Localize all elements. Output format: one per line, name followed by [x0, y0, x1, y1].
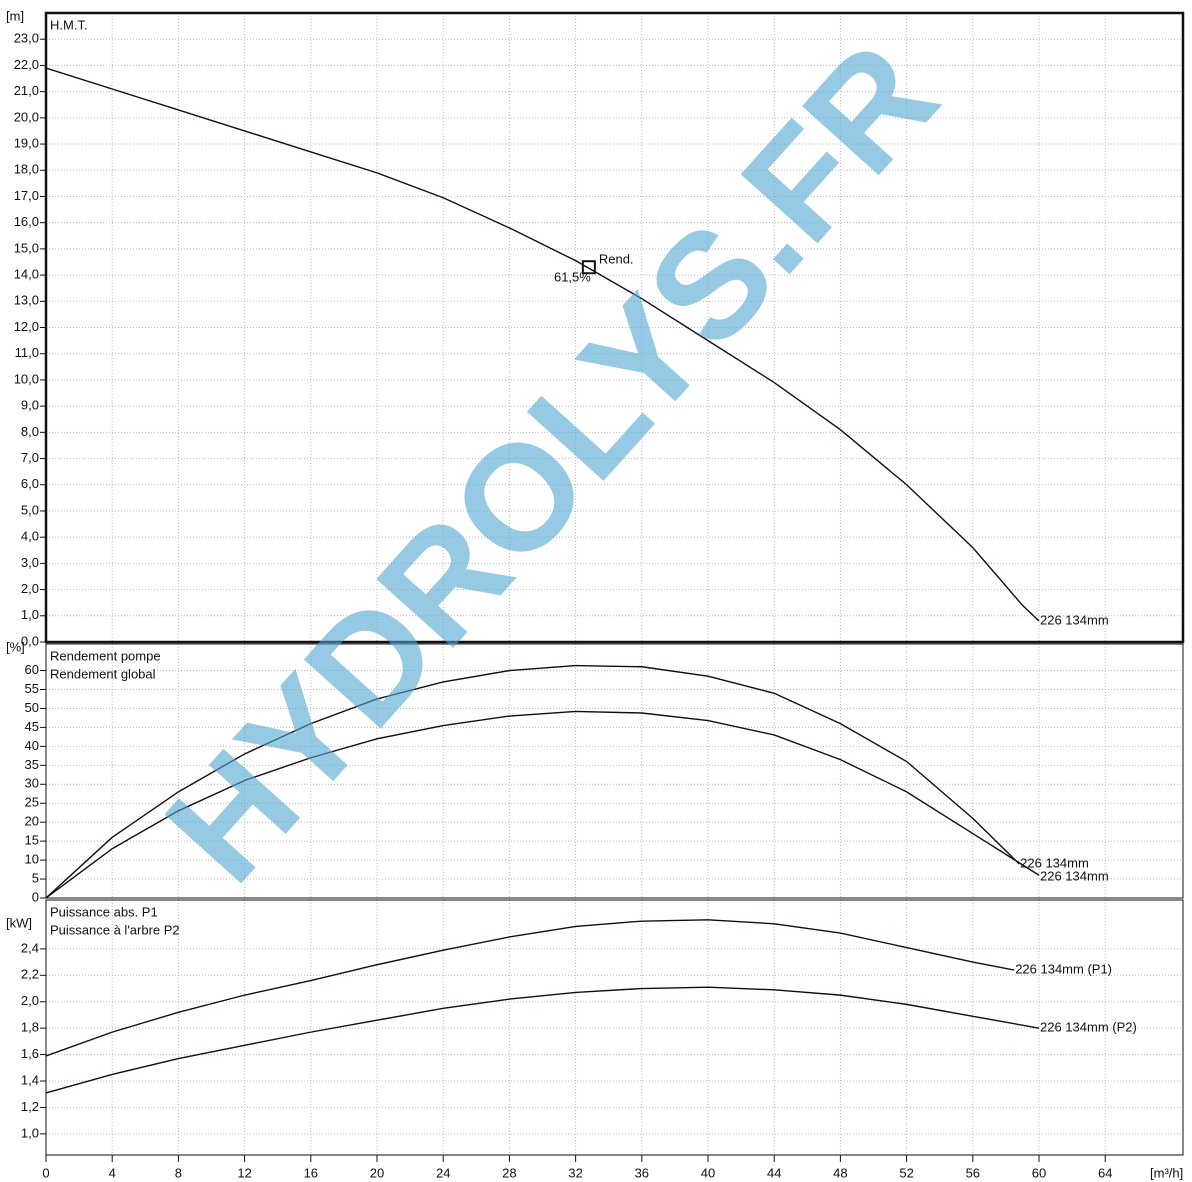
curve-label: 226 134mm: [1040, 869, 1109, 884]
curve: [45, 664, 1020, 899]
y-tick-label: 8,0: [21, 424, 39, 439]
y-tick-label: 2,0: [21, 993, 39, 1008]
x-tick-label: 64: [1098, 1165, 1112, 1180]
y-tick-label: 10,0: [14, 371, 39, 386]
curve: [45, 919, 1015, 1057]
x-tick-label: 36: [635, 1165, 649, 1180]
x-axis-label: [m³/h]: [1150, 1165, 1183, 1180]
curve-label: 226 134mm: [1040, 612, 1109, 627]
x-tick-label: 4: [109, 1165, 116, 1180]
annotation: Rend.: [599, 252, 634, 267]
y-tick-label: 19,0: [14, 135, 39, 150]
x-tick-label: 12: [237, 1165, 251, 1180]
curve: [45, 67, 1040, 622]
plots: 0,0 1,0 2,0 3,0 4,0 5,0 6,0 7,0 8,0 9,0 10,0 11,0 12…: [6, 8, 1185, 1180]
y-tick-label: 0: [32, 889, 39, 904]
y-tick-label: 35: [25, 757, 39, 772]
y-tick-label: 12,0: [14, 319, 39, 334]
legend-entry: Rendement pompe: [50, 648, 161, 663]
y-tick-label: 60: [25, 662, 39, 677]
y-tick-label: 9,0: [21, 398, 39, 413]
curve-label: 226 134mm (P2): [1040, 1020, 1137, 1035]
y-tick-label: 5,0: [21, 502, 39, 517]
y-tick-label: 2,2: [21, 967, 39, 982]
y-tick-label: 6,0: [21, 476, 39, 491]
curve: [45, 710, 1040, 899]
plot-frame: [45, 643, 1184, 899]
curve: [45, 986, 1040, 1094]
y-tick-label: 40: [25, 738, 39, 753]
y-tick-label: 50: [25, 700, 39, 715]
y-tick-label: 30: [25, 776, 39, 791]
y-tick-label: 20,0: [14, 109, 39, 124]
x-tick-label: 44: [767, 1165, 781, 1180]
y-tick-label: 1,8: [21, 1020, 39, 1035]
legend-entry: Puissance à l'arbre P2: [50, 922, 180, 937]
y-tick-label: 2,4: [21, 940, 39, 955]
y-tick-label: 15,0: [14, 240, 39, 255]
plot-frame: [44, 11, 1185, 644]
y-axis-label: [%]: [6, 639, 25, 654]
x-tick-label: 8: [175, 1165, 182, 1180]
curve-label: 226 134mm: [1020, 855, 1089, 870]
annotation-value: 61,5%: [554, 270, 591, 285]
y-tick-label: 10: [25, 852, 39, 867]
y-tick-label: 17,0: [14, 188, 39, 203]
y-tick-label: 25: [25, 795, 39, 810]
y-tick-label: 3,0: [21, 555, 39, 570]
y-tick-label: 21,0: [14, 83, 39, 98]
y-tick-label: 13,0: [14, 293, 39, 308]
plot-frame: [45, 899, 1184, 1156]
x-tick-label: 52: [899, 1165, 913, 1180]
y-tick-label: 5: [32, 870, 39, 885]
y-axis-label: [m]: [6, 8, 24, 23]
x-tick-label: 60: [1032, 1165, 1046, 1180]
x-tick-label: 40: [701, 1165, 715, 1180]
y-tick-label: 22,0: [14, 57, 39, 72]
y-tick-label: 45: [25, 719, 39, 734]
y-tick-label: 1,0: [21, 1125, 39, 1140]
y-tick-label: 14,0: [14, 267, 39, 282]
x-tick-label: 0: [42, 1165, 49, 1180]
y-tick-label: 23,0: [14, 31, 39, 46]
y-tick-label: 20: [25, 814, 39, 829]
y-tick-label: 1,2: [21, 1099, 39, 1114]
y-tick-label: 15: [25, 833, 39, 848]
x-tick-label: 32: [568, 1165, 582, 1180]
y-tick-label: 11,0: [15, 345, 39, 360]
x-tick-label: 56: [966, 1165, 980, 1180]
y-tick-label: 7,0: [21, 450, 39, 465]
y-tick-label: 1,4: [21, 1072, 39, 1087]
x-tick-label: 16: [304, 1165, 318, 1180]
legend-entry: H.M.T.: [50, 17, 88, 32]
y-tick-label: 1,6: [21, 1046, 39, 1061]
curve-label: 226 134mm (P1): [1015, 961, 1112, 976]
legend-entry: Rendement global: [50, 666, 156, 681]
y-tick-label: 4,0: [21, 529, 39, 544]
x-tick-label: 20: [370, 1165, 384, 1180]
legend-entry: Puissance abs. P1: [50, 904, 158, 919]
y-tick-label: 55: [25, 681, 39, 696]
x-tick-label: 24: [436, 1165, 450, 1180]
operating-point: [581, 260, 596, 275]
y-tick-label: 2,0: [21, 581, 39, 596]
y-tick-label: 0,0: [21, 633, 39, 648]
y-axis-label: [kW]: [6, 915, 32, 930]
y-tick-label: 16,0: [14, 214, 39, 229]
x-tick-label: 28: [502, 1165, 516, 1180]
y-tick-label: 18,0: [14, 162, 39, 177]
y-tick-label: 1,0: [21, 607, 39, 622]
x-tick-label: 48: [833, 1165, 847, 1180]
